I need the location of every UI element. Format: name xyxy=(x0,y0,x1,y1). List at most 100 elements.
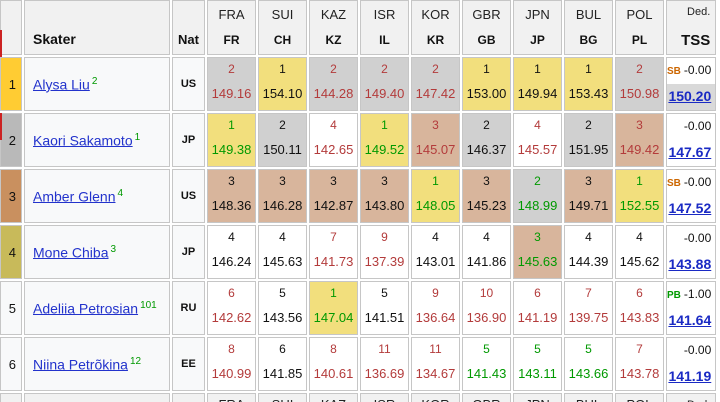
score-cell-BUL: 7 139.75 xyxy=(564,281,613,335)
event-score: 143.83 xyxy=(619,310,660,325)
score-cell-BUL: 5 143.66 xyxy=(564,337,613,391)
ded-tss-cell: -0.00 147.67 xyxy=(666,113,717,167)
event-score: 146.24 xyxy=(211,254,252,269)
score-cell-JPN: 4 145.57 xyxy=(513,113,562,167)
event-score: 145.62 xyxy=(619,254,660,269)
header-skater-label: Skater xyxy=(33,31,76,47)
header-event-wrap: FRA FR xyxy=(208,1,255,54)
event-score: 143.66 xyxy=(568,366,609,381)
event-placement: 4 xyxy=(228,230,235,244)
header-rank-cell xyxy=(0,0,22,55)
skater-name-cell: Amber Glenn 4 xyxy=(24,169,170,223)
nat-cell: JP xyxy=(172,225,205,279)
event-score: 145.23 xyxy=(466,198,507,213)
event-placement: 4 xyxy=(534,118,541,132)
skater-link[interactable]: Kaori Sakamoto xyxy=(33,132,133,149)
event-placement: 3 xyxy=(381,174,388,188)
skater-row: 5 Adeliia Petrosian 101 RU 6 142.62 5 143.56 1 14… xyxy=(0,281,717,335)
score-cell-SUI: 3 146.28 xyxy=(258,169,307,223)
score-cell-GBR: 2 146.37 xyxy=(462,113,511,167)
event-score: 140.61 xyxy=(313,366,354,381)
score-cell-ISR: 2 149.40 xyxy=(360,57,409,111)
event-placement: 5 xyxy=(483,342,490,356)
footer-event-cell-POL: POL xyxy=(615,393,664,402)
skater-link[interactable]: Adeliia Petrosian xyxy=(33,300,139,317)
event-score: 143.78 xyxy=(619,366,660,381)
event-score: 143.56 xyxy=(262,310,303,325)
event-score: 144.28 xyxy=(313,86,354,101)
deduction-line: SB -0.00 xyxy=(667,170,715,196)
skater-link[interactable]: Alysa Liu xyxy=(33,76,90,93)
tss-link[interactable]: 147.52 xyxy=(668,200,712,216)
score-cell-KAZ: 2 144.28 xyxy=(309,57,358,111)
score-cell-KOR: 2 147.42 xyxy=(411,57,460,111)
header-event-wrap: GBR GB xyxy=(463,1,510,54)
header-event-wrap: POL PL xyxy=(616,1,663,54)
score-cell-GBR: 10 136.90 xyxy=(462,281,511,335)
header-event-wrap: KAZ KZ xyxy=(310,1,357,54)
score-cell-KOR: 1 148.05 xyxy=(411,169,460,223)
event-code-label: BG xyxy=(579,33,598,47)
event-score: 139.75 xyxy=(568,310,609,325)
event-placement: 2 xyxy=(534,174,541,188)
skater-name-cell: Kaori Sakamoto 1 xyxy=(24,113,170,167)
tss-line: 141.19 xyxy=(667,364,715,390)
event-score: 153.00 xyxy=(466,86,507,101)
event-score: 149.40 xyxy=(364,86,405,101)
header-nat-cell: Nat xyxy=(172,0,205,55)
event-placement: 6 xyxy=(279,342,286,356)
skater-link[interactable]: Niina Petrõkina xyxy=(33,356,128,373)
rank-cell: 6 xyxy=(0,337,22,391)
event-placement: 8 xyxy=(330,342,337,356)
event-code-label: PL xyxy=(631,33,648,47)
event-placement: 5 xyxy=(534,342,541,356)
score-cell-POL: 6 143.83 xyxy=(615,281,664,335)
tss-link[interactable]: 143.88 xyxy=(668,256,712,272)
event-placement: 6 xyxy=(636,286,643,300)
rank-cell: 3 xyxy=(0,169,22,223)
event-placement: 3 xyxy=(534,230,541,244)
skater-row: 2 Kaori Sakamoto 1 JP 1 149.38 2 150.11 4 142.65 1… xyxy=(0,113,717,167)
event-placement: 4 xyxy=(432,230,439,244)
tss-link[interactable]: 141.19 xyxy=(668,368,712,384)
skater-note-sup: 2 xyxy=(91,75,98,87)
event-score: 145.07 xyxy=(415,142,456,157)
footer-event-label: JPN xyxy=(514,394,561,402)
footer-rank-cell xyxy=(0,393,22,402)
score-cell-BUL: 2 151.95 xyxy=(564,113,613,167)
tss-link[interactable]: 147.67 xyxy=(668,144,712,160)
event-score: 143.11 xyxy=(518,366,557,381)
season-best-badge: SB xyxy=(667,178,681,189)
rank-cell: 5 xyxy=(0,281,22,335)
score-cell-JPN: 5 143.11 xyxy=(513,337,562,391)
header-ded-label: Ded. xyxy=(687,6,711,18)
event-placement: 4 xyxy=(585,230,592,244)
event-score: 136.90 xyxy=(466,310,507,325)
header-event-cell-KAZ: KAZ KZ xyxy=(309,0,358,55)
event-score: 142.87 xyxy=(313,198,354,213)
event-placement: 1 xyxy=(279,62,286,76)
deduction-value: -0.00 xyxy=(683,231,712,245)
score-cell-POL: 7 143.78 xyxy=(615,337,664,391)
nat-cell: US xyxy=(172,169,205,223)
tss-line: 141.64 xyxy=(667,308,715,334)
skater-link[interactable]: Amber Glenn xyxy=(33,188,116,205)
event-placement: 2 xyxy=(279,118,286,132)
footer-event-label: ISR xyxy=(361,394,408,402)
header-event-cell-GBR: GBR GB xyxy=(462,0,511,55)
event-score: 148.99 xyxy=(517,198,558,213)
event-score: 145.63 xyxy=(517,254,558,269)
event-score: 148.05 xyxy=(415,198,456,213)
score-cell-GBR: 5 141.43 xyxy=(462,337,511,391)
score-cell-FRA: 8 140.99 xyxy=(207,337,256,391)
skater-link[interactable]: Mone Chiba xyxy=(33,244,109,261)
tss-link[interactable]: 141.64 xyxy=(668,312,712,328)
tss-line: 147.67 xyxy=(667,140,715,166)
deduction-value: -0.00 xyxy=(683,175,712,189)
tss-link[interactable]: 150.20 xyxy=(668,88,712,104)
header-event-wrap: ISR IL xyxy=(361,1,408,54)
deduction-value: -0.00 xyxy=(683,119,712,133)
nat-cell: JP xyxy=(172,113,205,167)
event-score: 146.37 xyxy=(466,142,507,157)
